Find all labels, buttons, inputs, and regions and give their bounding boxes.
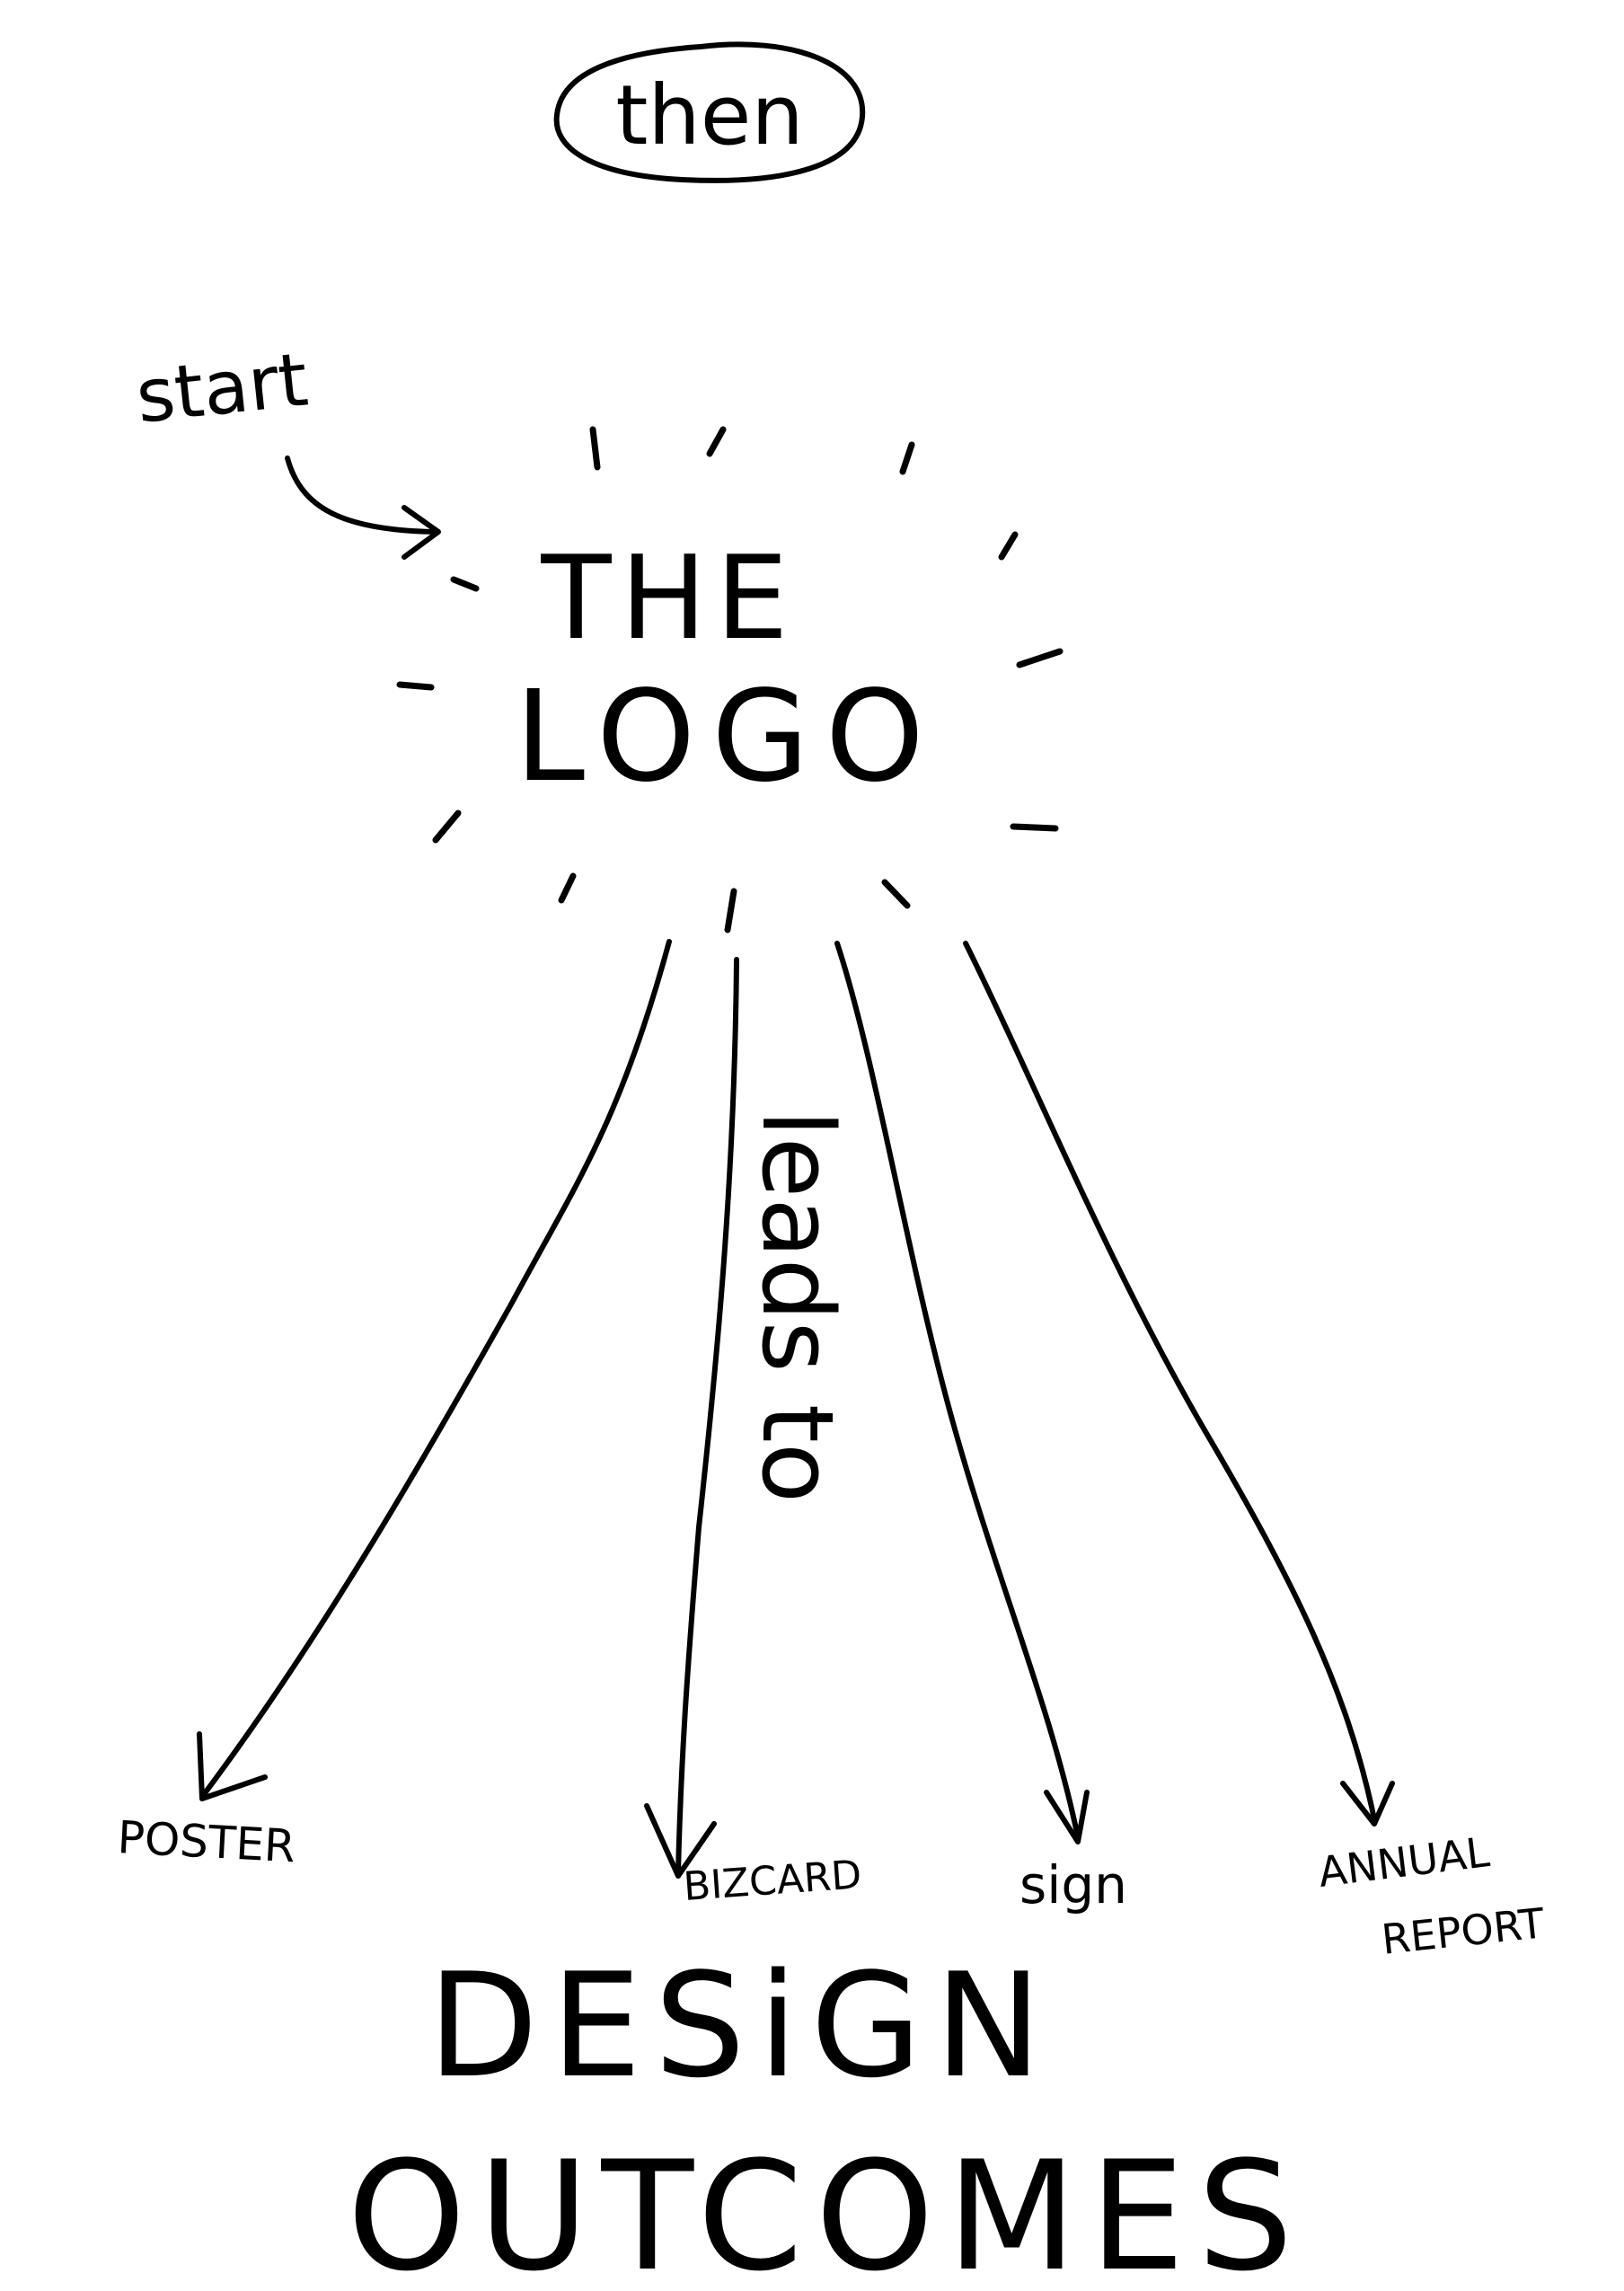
start-arrow-head bbox=[402, 505, 441, 560]
outcome-annual-report-line2: REPORT bbox=[1380, 1898, 1548, 1964]
the-logo-line2: LOGO bbox=[515, 664, 940, 810]
logo-ray bbox=[396, 681, 435, 691]
logo-ray bbox=[558, 872, 577, 904]
outcome-sign: sign bbox=[1019, 1854, 1127, 1915]
logo-ray bbox=[881, 879, 911, 909]
outcome-poster: POSTER bbox=[116, 1811, 296, 1872]
arrow-to-sign-head bbox=[1044, 1790, 1090, 1844]
logo-ray bbox=[589, 426, 601, 471]
start-note: start bbox=[132, 337, 441, 560]
footer-line2: OUTCOMES bbox=[347, 2128, 1305, 2291]
logo-ray bbox=[450, 576, 480, 592]
then-label: then bbox=[615, 67, 803, 164]
arrow-to-sign bbox=[834, 941, 1081, 1840]
logo-ray bbox=[724, 888, 737, 933]
design-outcomes-title: DESiGN OUTCOMES bbox=[347, 1942, 1305, 2291]
arrow-to-annual-report-head bbox=[1340, 1781, 1395, 1827]
outcome-annual-report-line1: ANNUAL bbox=[1316, 1827, 1493, 1897]
the-logo-node: THE LOGO bbox=[515, 532, 940, 810]
logo-rays bbox=[396, 426, 1064, 933]
arrow-to-annual-report bbox=[963, 941, 1377, 1822]
logo-ray bbox=[1016, 648, 1064, 668]
start-arrow bbox=[285, 456, 438, 535]
outcome-bizcard: BIZCARD bbox=[682, 1852, 863, 1910]
arrow-to-bizcard bbox=[675, 957, 739, 1876]
logo-ray bbox=[1010, 823, 1059, 832]
logo-ray bbox=[899, 441, 915, 475]
logo-ray bbox=[706, 426, 727, 457]
start-label: start bbox=[132, 337, 312, 439]
logo-ray bbox=[432, 809, 462, 844]
arrow-to-poster-head bbox=[197, 1731, 268, 1801]
outcome-labels: POSTER BIZCARD sign ANNUAL REPORT bbox=[116, 1811, 1547, 1964]
outcome-arrows bbox=[197, 939, 1395, 1879]
the-logo-line1: THE bbox=[540, 532, 797, 666]
then-bubble: then bbox=[553, 41, 866, 183]
then-bubble-outline bbox=[553, 41, 866, 183]
arrow-to-bizcard-head bbox=[644, 1803, 717, 1879]
logo-ray bbox=[998, 531, 1019, 561]
leads-to-label: leads to bbox=[740, 1110, 855, 1503]
arrow-to-poster bbox=[199, 939, 672, 1800]
footer-line1: DESiGN bbox=[428, 1942, 1055, 2110]
